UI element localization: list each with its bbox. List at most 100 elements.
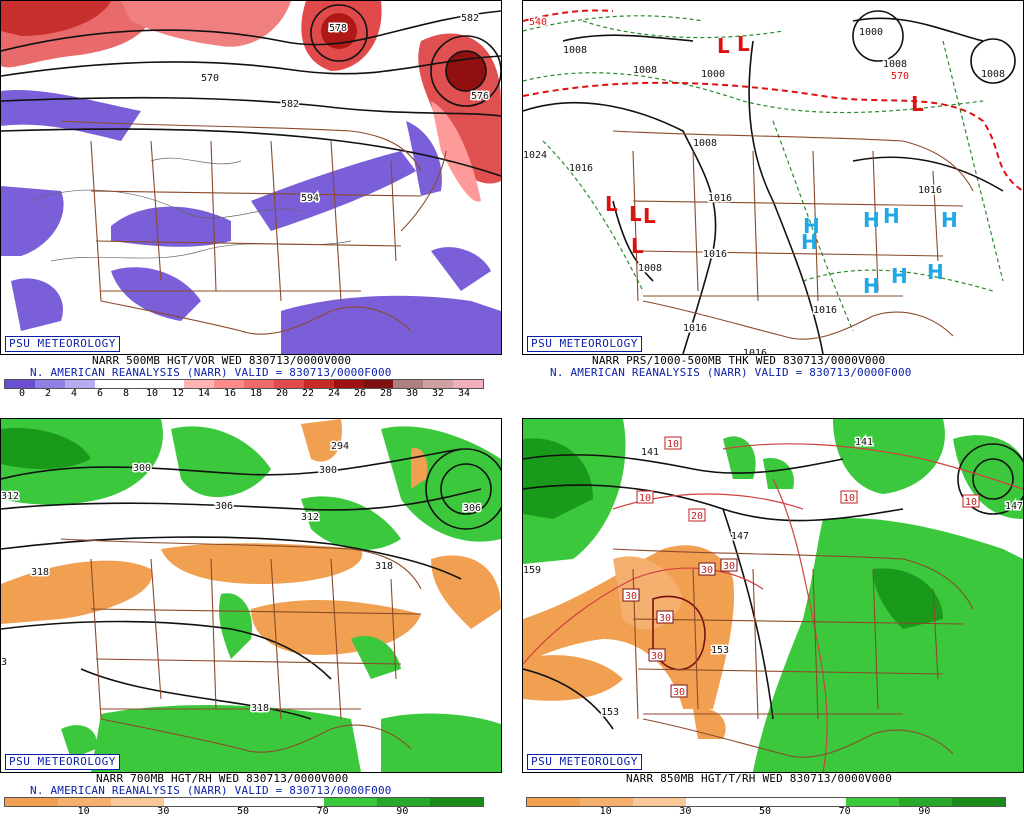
low-pressure-marker: L — [631, 234, 644, 258]
svg-text:10: 10 — [639, 493, 651, 504]
colorbar-swatch — [376, 798, 430, 806]
svg-text:318: 318 — [375, 561, 393, 572]
colorbar-tick-label: 90 — [918, 806, 931, 817]
high-pressure-marker: H — [803, 214, 820, 238]
map-850mb-graphic: 141 147 153 153 159 147 141 10 10 10 10 … — [523, 419, 1023, 772]
svg-text:30: 30 — [625, 591, 637, 602]
svg-text:30: 30 — [701, 565, 713, 576]
svg-text:540: 540 — [529, 17, 547, 28]
colorbar-swatch — [363, 380, 394, 388]
colorbar-tick-label: 26 — [353, 388, 367, 399]
svg-text:153: 153 — [601, 707, 619, 718]
colorbar-swatch — [164, 798, 218, 806]
svg-text:300: 300 — [319, 465, 337, 476]
colorbar-tick-label: 50 — [758, 806, 772, 817]
svg-text:1008: 1008 — [633, 65, 657, 76]
svg-text:1008: 1008 — [693, 138, 717, 149]
svg-text:312: 312 — [301, 512, 319, 523]
colorbar-swatch — [792, 798, 846, 806]
colorbar-tick-label: 6 — [96, 388, 104, 399]
vorticity-colorbar-ticks: 0 2 4 6 8 10 12 14 16 18 20 22 24 26 28 30 32 34 — [4, 388, 494, 400]
colorbar-swatch — [184, 380, 215, 388]
svg-text:147: 147 — [731, 531, 749, 542]
svg-text:1008: 1008 — [883, 59, 907, 70]
colorbar-tick-label: 8 — [122, 388, 130, 399]
svg-text:570: 570 — [891, 71, 909, 82]
panel-subtitle: N. AMERICAN REANALYSIS (NARR) VALID = 83… — [550, 366, 912, 379]
svg-text:1016: 1016 — [918, 185, 942, 196]
svg-text:30: 30 — [651, 651, 663, 662]
low-pressure-marker: L — [643, 204, 656, 228]
colorbar-tick-label: 30 — [679, 806, 692, 817]
colorbar-swatch — [34, 380, 65, 388]
rh-colorbar — [526, 797, 1006, 807]
svg-text:1016: 1016 — [703, 249, 727, 260]
colorbar-swatch — [633, 798, 687, 806]
svg-text:30: 30 — [659, 613, 671, 624]
psu-meteorology-badge: PSU METEOROLOGY — [527, 754, 642, 770]
svg-text:582: 582 — [281, 99, 299, 110]
vorticity-colorbar — [4, 379, 484, 389]
high-pressure-marker: H — [883, 204, 900, 228]
panel-850mb-temp-rh: 141 147 153 153 159 147 141 10 10 10 10 … — [522, 418, 1024, 818]
psu-meteorology-badge: PSU METEOROLOGY — [5, 754, 120, 770]
svg-text:147: 147 — [1005, 501, 1023, 512]
colorbar-swatch — [527, 798, 581, 806]
colorbar-swatch — [580, 798, 634, 806]
colorbar-tick-label: 24 — [327, 388, 341, 399]
svg-text:576: 576 — [471, 91, 489, 102]
colorbar-tick-label: 4 — [70, 388, 78, 399]
colorbar-swatch — [273, 380, 304, 388]
svg-text:10: 10 — [965, 497, 977, 508]
colorbar-swatch — [303, 380, 334, 388]
colorbar-swatch — [951, 798, 1005, 806]
colorbar-tick-label: 10 — [599, 806, 612, 817]
panel-title: NARR 700MB HGT/RH WED 830713/0000V000 — [96, 772, 349, 785]
colorbar-swatch — [845, 798, 899, 806]
high-pressure-marker: H — [941, 208, 958, 232]
colorbar-tick-label: 50 — [236, 806, 250, 817]
colorbar-tick-label: 20 — [275, 388, 289, 399]
svg-text:30: 30 — [673, 687, 685, 698]
colorbar-tick-label: 34 — [457, 388, 471, 399]
colorbar-swatch — [898, 798, 952, 806]
svg-text:141: 141 — [641, 447, 659, 458]
colorbar-swatch — [333, 380, 364, 388]
svg-text:570: 570 — [201, 73, 219, 84]
panel-subtitle: N. AMERICAN REANALYSIS (NARR) VALID = 83… — [30, 784, 392, 797]
colorbar-swatch — [64, 380, 95, 388]
low-pressure-marker: L — [629, 202, 642, 226]
colorbar-tick-label: 70 — [838, 806, 851, 817]
svg-text:306: 306 — [463, 503, 481, 514]
svg-text:20: 20 — [691, 511, 703, 522]
svg-text:1024: 1024 — [523, 150, 547, 161]
colorbar-swatch — [217, 798, 271, 806]
map-850mb: 141 147 153 153 159 147 141 10 10 10 10 … — [522, 418, 1024, 773]
colorbar-tick-label: 30 — [405, 388, 419, 399]
colorbar-swatch — [58, 798, 112, 806]
colorbar-swatch — [5, 798, 59, 806]
map-700mb-graphic: 312 300 306 312 318 318 318 294 300 306 … — [1, 419, 501, 772]
colorbar-tick-label: 18 — [249, 388, 263, 399]
colorbar-swatch — [393, 380, 424, 388]
colorbar-swatch — [739, 798, 793, 806]
svg-text:141: 141 — [855, 437, 873, 448]
colorbar-tick-label: 70 — [316, 806, 329, 817]
psu-meteorology-badge: PSU METEOROLOGY — [5, 336, 120, 352]
colorbar-tick-label: 14 — [197, 388, 211, 399]
colorbar-tick-label: 10 — [145, 388, 159, 399]
map-pressure-thickness: 540 1008 1008 1000 1000 1008 1008 1016 1… — [522, 0, 1024, 355]
svg-text:30: 30 — [723, 561, 735, 572]
svg-text:594: 594 — [301, 193, 319, 204]
colorbar-swatch — [214, 380, 244, 388]
svg-text:159: 159 — [523, 565, 541, 576]
svg-text:1000: 1000 — [701, 69, 725, 80]
high-pressure-marker: H — [863, 208, 880, 232]
svg-text:1016: 1016 — [708, 193, 732, 204]
svg-text:318: 318 — [251, 703, 269, 714]
panel-pressure-thickness: 540 1008 1008 1000 1000 1008 1008 1016 1… — [522, 0, 1024, 400]
svg-text:1008: 1008 — [981, 69, 1005, 80]
svg-text:153: 153 — [711, 645, 729, 656]
colorbar-swatch — [270, 798, 324, 806]
svg-text:578: 578 — [329, 23, 347, 34]
